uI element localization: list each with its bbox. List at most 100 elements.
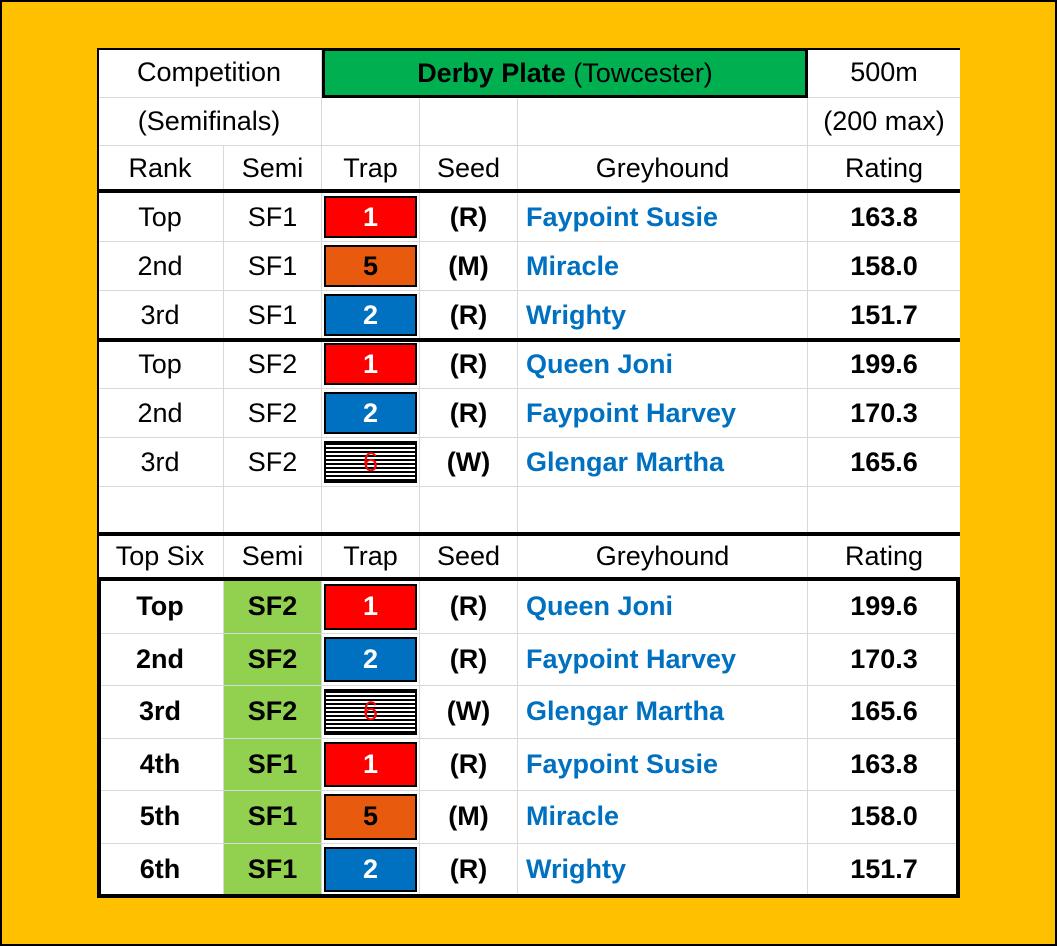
spacer-row: [97, 486, 960, 534]
seed-cell: (R): [420, 291, 518, 340]
rank-cell: Top: [97, 581, 224, 634]
seed-cell: (W): [420, 686, 518, 739]
rank-cell: Top: [97, 193, 224, 242]
rating-cell: 151.7: [808, 291, 960, 340]
col-seed: Seed: [420, 534, 518, 579]
col-greyhound: Greyhound: [518, 534, 808, 579]
trap-badge: 2: [324, 636, 417, 682]
semi-cell: SF2: [224, 340, 322, 389]
trap-badge: 1: [324, 741, 417, 787]
semi-cell: SF2: [224, 581, 322, 634]
divider: [97, 577, 960, 581]
table-row: Top SF1 1 (R) Faypoint Susie 163.8: [97, 193, 960, 242]
trap-cell: 1: [322, 738, 420, 791]
subtitle-row: (Semifinals) (200 max): [97, 98, 960, 146]
rating-cell: 199.6: [808, 581, 960, 634]
semi-cell: SF2: [224, 438, 322, 487]
blank-cell: [518, 98, 808, 146]
rank-cell: 2nd: [97, 633, 224, 686]
semi-cell: SF1: [224, 738, 322, 791]
trap-badge: 1: [324, 584, 417, 630]
divider: [97, 48, 99, 577]
rating-cell: 170.3: [808, 389, 960, 438]
trap-cell: 1: [322, 193, 420, 242]
rank-cell: 2nd: [97, 242, 224, 291]
round-label: (Semifinals): [97, 98, 322, 146]
table-row: Top SF2 1 (R) Queen Joni 199.6: [97, 340, 960, 389]
greyhound-name: Wrighty: [518, 843, 808, 896]
col-rank: Rank: [97, 146, 224, 191]
trap-badge: 6: [324, 441, 417, 483]
col-semi: Semi: [224, 146, 322, 191]
seed-cell: (M): [420, 791, 518, 844]
rating-cell: 199.6: [808, 340, 960, 389]
table-row: 3rd SF2 6 (W) Glengar Martha 165.6: [97, 438, 960, 487]
semi-cell: SF1: [224, 291, 322, 340]
seed-cell: (W): [420, 438, 518, 487]
rating-cell: 170.3: [808, 634, 960, 686]
trap-cell: 6: [322, 438, 420, 487]
semi-cell: SF1: [224, 242, 322, 291]
greyhound-name: Miracle: [518, 791, 808, 844]
col-trap: Trap: [322, 534, 420, 579]
rank-cell: Top: [97, 340, 224, 389]
trap-cell: 2: [322, 843, 420, 896]
table-row: 2nd SF2 2 (R) Faypoint Harvey 170.3: [97, 389, 960, 438]
table-row: 5th SF1 5 (M) Miracle 158.0: [97, 791, 960, 844]
table-row: 3rd SF2 6 (W) Glengar Martha 165.6: [97, 686, 960, 739]
trap-cell: 5: [322, 242, 420, 291]
divider: [97, 189, 960, 193]
semi-cell: SF2: [224, 686, 322, 739]
rating-cell: 151.7: [808, 844, 960, 896]
divider: [97, 338, 960, 342]
max-note: (200 max): [808, 98, 960, 146]
col-rating: Rating: [808, 534, 960, 579]
trap-badge: 2: [324, 846, 417, 892]
col-topsix: Top Six: [97, 534, 224, 579]
blank-cell: [420, 98, 518, 146]
trap-cell: 5: [322, 791, 420, 844]
event-title: Derby Plate (Towcester): [322, 48, 808, 98]
col-greyhound: Greyhound: [518, 146, 808, 191]
trap-cell: 2: [322, 633, 420, 686]
divider: [97, 48, 960, 50]
greyhound-name: Miracle: [518, 242, 808, 291]
seed-cell: (R): [420, 340, 518, 389]
rank-cell: 2nd: [97, 389, 224, 438]
ratings-sheet: Competition Derby Plate (Towcester) 500m…: [97, 48, 960, 898]
table-row: 2nd SF1 5 (M) Miracle 158.0: [97, 242, 960, 291]
trap-badge: 2: [324, 392, 417, 434]
table-row: Top SF2 1 (R) Queen Joni 199.6: [97, 581, 960, 634]
rank-cell: 3rd: [97, 291, 224, 340]
col-seed: Seed: [420, 146, 518, 191]
greyhound-name: Faypoint Harvey: [518, 633, 808, 686]
divider: [956, 577, 960, 898]
greyhound-name: Glengar Martha: [518, 686, 808, 739]
title-row: Competition Derby Plate (Towcester) 500m: [97, 48, 960, 98]
semi-cell: SF2: [224, 633, 322, 686]
seed-cell: (R): [420, 738, 518, 791]
rating-cell: 165.6: [808, 686, 960, 739]
seed-cell: (R): [420, 193, 518, 242]
rank-cell: 3rd: [97, 686, 224, 739]
distance: 500m: [808, 48, 960, 98]
semi-cell: SF1: [224, 843, 322, 896]
table-row: 3rd SF1 2 (R) Wrighty 151.7: [97, 291, 960, 340]
greyhound-name: Glengar Martha: [518, 438, 808, 487]
greyhound-name: Faypoint Harvey: [518, 389, 808, 438]
event-name: Derby Plate: [417, 57, 566, 88]
trap-badge: 6: [324, 689, 417, 735]
event-venue: (Towcester): [573, 57, 713, 88]
trap-badge: 5: [324, 794, 417, 840]
rating-cell: 158.0: [808, 791, 960, 844]
trap-cell: 2: [322, 389, 420, 438]
trap-badge: 2: [324, 294, 417, 336]
rank-cell: 4th: [97, 738, 224, 791]
trap-cell: 6: [322, 686, 420, 739]
trap-badge: 1: [324, 343, 417, 385]
rating-cell: 165.6: [808, 438, 960, 487]
semi-cell: SF1: [224, 791, 322, 844]
trap-cell: 1: [322, 340, 420, 389]
rank-cell: 6th: [97, 843, 224, 896]
seed-cell: (R): [420, 843, 518, 896]
